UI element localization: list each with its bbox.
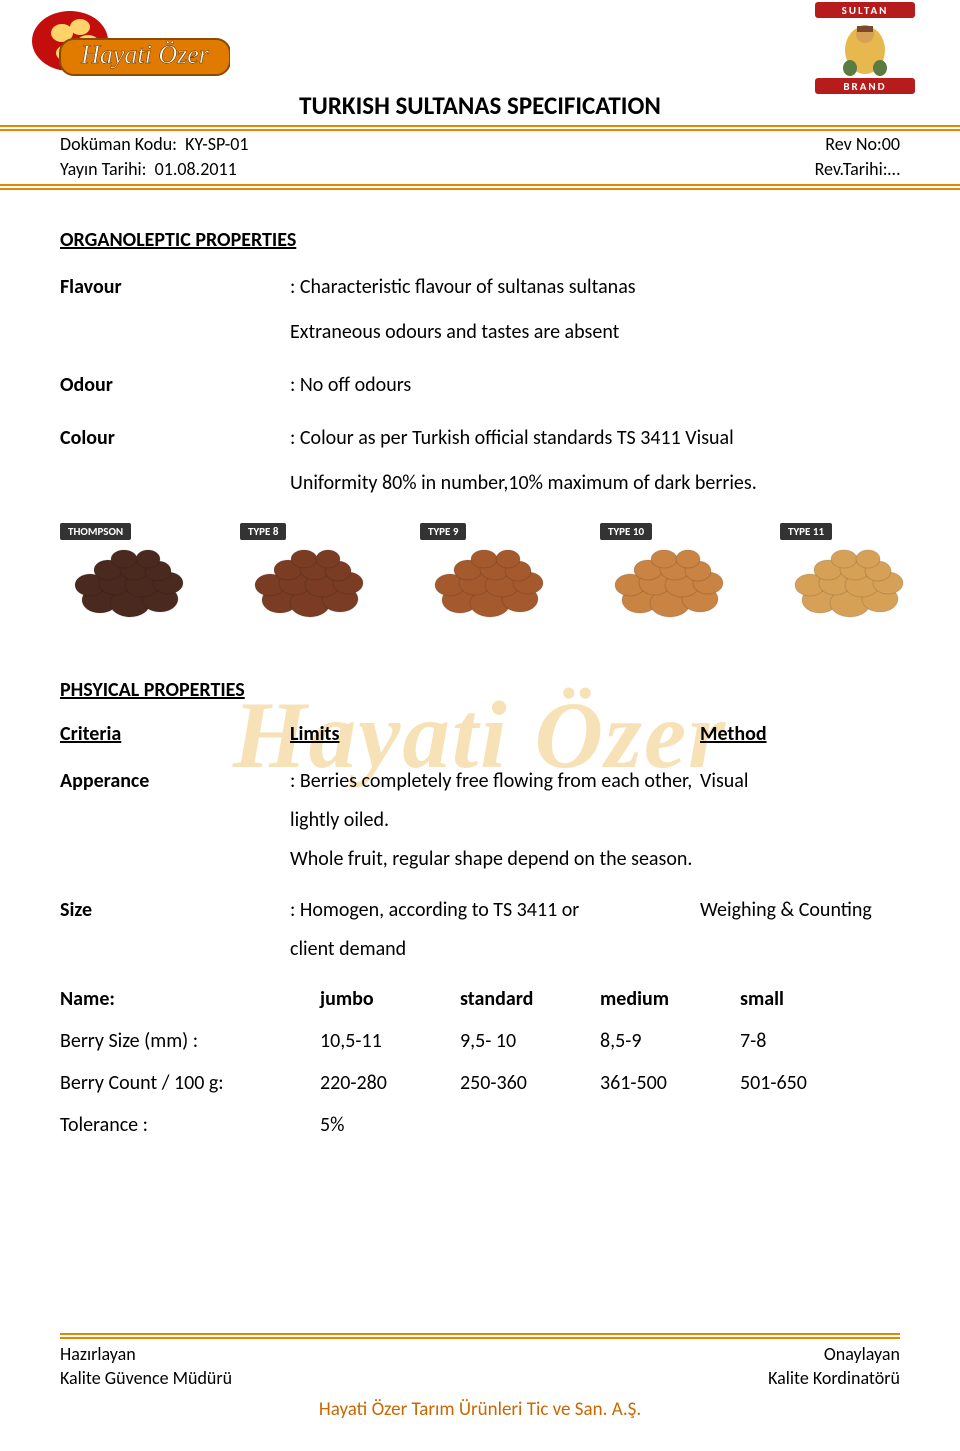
rule-mid <box>0 184 960 190</box>
svg-text:SULTAN: SULTAN <box>842 4 889 17</box>
svg-text:Hayati Özer: Hayati Özer <box>80 40 210 69</box>
meta-row-1: Doküman Kodu: KY-SP-01 Rev No:00 <box>60 133 900 156</box>
footer: Hazırlayan Onaylayan Kalite Güvence Müdü… <box>60 1333 900 1421</box>
size-names: Name: jumbo standard medium small <box>60 987 900 1011</box>
sultana-type-4: TYPE 11 <box>780 521 930 628</box>
sultana-type-3: TYPE 10 <box>600 521 750 628</box>
size-table: Name: jumbo standard medium small Berry … <box>60 987 900 1137</box>
organoleptic-colour-extra: Uniformity 80% in number,10% maximum of … <box>290 468 900 499</box>
sultana-type-label: TYPE 8 <box>240 523 286 540</box>
raisin-pile-icon <box>780 545 930 623</box>
organoleptic-flavour-extra: Extraneous odours and tastes are absent <box>290 317 900 348</box>
logo-hayati-ozer: Hayati Özer <box>30 5 230 87</box>
page-title: TURKISH SULTANAS SPECIFICATION <box>60 90 900 121</box>
organoleptic-odour: Odour : No off odours <box>60 370 900 401</box>
footer-right1: Onaylayan <box>824 1343 900 1366</box>
raisin-pile-icon <box>600 545 750 623</box>
sultana-type-0: THOMPSON <box>60 521 210 628</box>
svg-text:BRAND: BRAND <box>843 80 886 93</box>
physical-headers: Criteria Limits Method <box>60 722 900 746</box>
organoleptic-flavour: Flavour : Characteristic flavour of sult… <box>60 272 900 303</box>
physical-size: Size : Homogen, according to TS 3411 or … <box>60 895 900 926</box>
raisin-pile-icon <box>240 545 390 623</box>
physical-apperance: Apperance : Berries completely free flow… <box>60 766 900 797</box>
logo-sultan-brand: SULTAN BRAND <box>805 0 925 95</box>
sultana-types-row: THOMPSON TYPE 8 TYPE 9 TYPE 10 TYPE 11 <box>60 521 900 628</box>
physical-apperance-extra1: lightly oiled. <box>290 805 900 836</box>
size-berry-count: Berry Count / 100 g: 220-280 250-360 361… <box>60 1071 900 1095</box>
header-logos: Hayati Özer SULTAN BRAND <box>60 0 900 90</box>
rule-top <box>0 125 960 131</box>
rule-footer <box>60 1333 900 1339</box>
sultana-type-2: TYPE 9 <box>420 521 570 628</box>
physical-size-extra1: client demand <box>290 934 900 965</box>
sultana-type-label: TYPE 10 <box>600 523 652 540</box>
section-organoleptic: ORGANOLEPTIC PROPERTIES <box>60 228 900 252</box>
size-berry-mm: Berry Size (mm) : 10,5-11 9,5- 10 8,5-9 … <box>60 1029 900 1053</box>
section-physical: PHSYICAL PROPERTIES <box>60 678 900 702</box>
sultana-type-label: THOMPSON <box>60 523 131 540</box>
raisin-pile-icon <box>420 545 570 623</box>
sultana-type-label: TYPE 11 <box>780 523 832 540</box>
footer-left2: Kalite Güvence Müdürü <box>60 1367 232 1390</box>
sultana-type-1: TYPE 8 <box>240 521 390 628</box>
raisin-pile-icon <box>60 545 210 623</box>
physical-apperance-extra2: Whole fruit, regular shape depend on the… <box>290 844 900 875</box>
footer-company: Hayati Özer Tarım Ürünleri Tic ve San. A… <box>60 1398 900 1421</box>
organoleptic-colour: Colour : Colour as per Turkish official … <box>60 423 900 454</box>
sultana-type-label: TYPE 9 <box>420 523 466 540</box>
size-tolerance: Tolerance : 5% <box>60 1113 900 1137</box>
footer-left1: Hazırlayan <box>60 1343 136 1366</box>
footer-right2: Kalite Kordinatörü <box>768 1367 900 1390</box>
meta-row-2: Yayın Tarihi: 01.08.2011 Rev.Tarihi:… <box>60 158 900 181</box>
